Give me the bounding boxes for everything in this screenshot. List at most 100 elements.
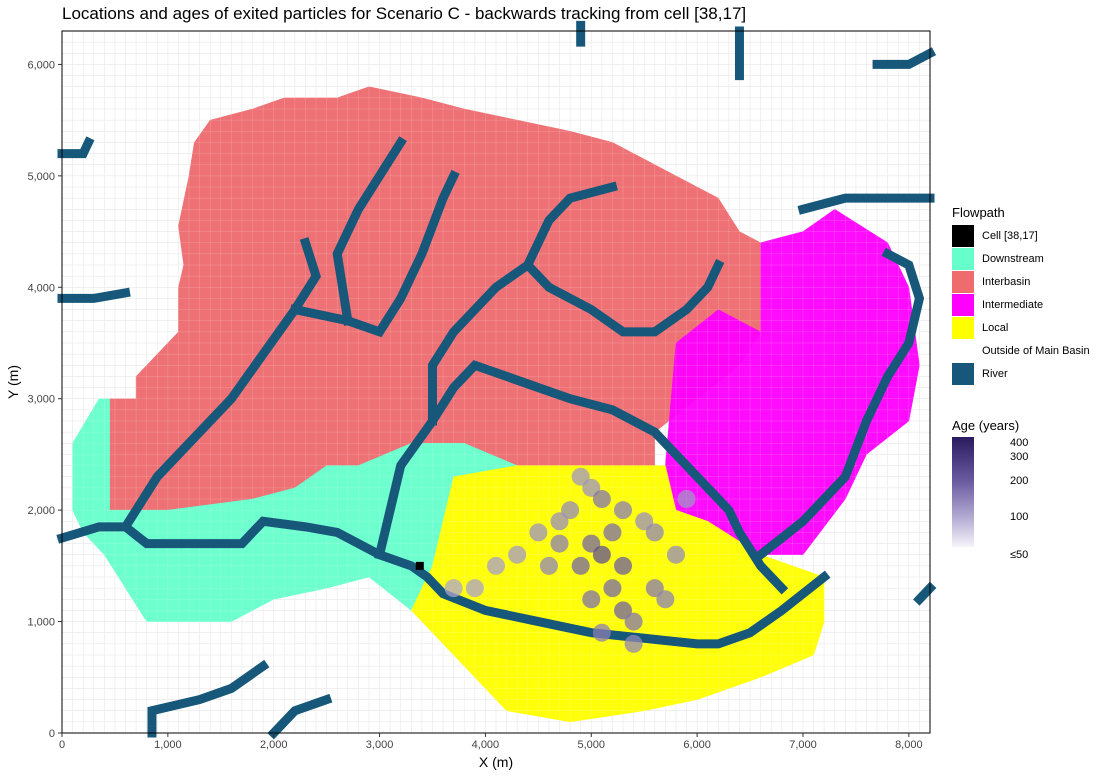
river-segment — [332, 136, 407, 326]
particle-point — [645, 523, 664, 542]
particle-point — [550, 534, 569, 553]
particle-point — [677, 490, 696, 508]
particle-point — [592, 490, 611, 508]
legend-key-swatch — [952, 362, 974, 385]
legend-entry: Downstream — [952, 247, 1090, 270]
legend-entry-label: Outside of Main Basin — [982, 344, 1090, 357]
x-tick-label: 1,000 — [154, 739, 182, 751]
particle-point — [465, 579, 484, 598]
legend-entry-label: River — [982, 367, 1008, 380]
legend-key-swatch — [952, 316, 974, 339]
age-tick-label: ≤50 — [1010, 549, 1029, 561]
river-segment — [913, 581, 937, 606]
y-axis-label: Y (m) — [5, 365, 21, 399]
particle-point — [539, 556, 558, 575]
x-tick-label: 3,000 — [366, 739, 394, 751]
legend-entry: Interbasin — [952, 270, 1090, 293]
age-colorbar — [952, 437, 974, 547]
legend-key-swatch — [952, 247, 974, 270]
particle-point — [529, 523, 548, 542]
particle-point — [635, 512, 654, 531]
river-segment — [57, 287, 131, 303]
x-tick-label: 7,000 — [789, 739, 817, 751]
legend-entry-label: Local — [982, 321, 1009, 334]
particle-points — [444, 467, 696, 653]
axes: 0 1,000 2,000 3,000 4,000 5,000 6,000 7,000 8,00… — [5, 30, 931, 770]
chart-title: Locations and ages of exited particles f… — [62, 4, 747, 23]
particle-point — [624, 634, 643, 653]
particle-point — [592, 623, 611, 642]
age-tick-label: 300 — [1010, 451, 1029, 463]
y-tick-label: 3,000 — [27, 394, 55, 406]
legend-key-swatch — [952, 224, 974, 247]
river-segment — [427, 181, 618, 426]
particle-point — [561, 501, 580, 520]
legend-key-swatch — [952, 270, 974, 293]
age-tick-label: 400 — [1010, 437, 1029, 449]
particle-point — [666, 545, 685, 564]
river-segment — [147, 659, 270, 738]
y-tick-label: 6,000 — [27, 59, 55, 71]
y-tick-label: 2,000 — [27, 505, 55, 517]
x-tick-label: 2,000 — [260, 739, 288, 751]
y-tick-label: 1,000 — [27, 617, 55, 629]
legend-entry: Intermediate — [952, 293, 1090, 316]
x-tick-label: 4,000 — [472, 739, 500, 751]
plot-border — [61, 30, 931, 734]
river-segment — [872, 47, 937, 69]
particle-point — [571, 467, 590, 486]
age-legend-title: Age (years) — [952, 418, 1020, 433]
target-cell-marker — [415, 561, 424, 570]
particle-point — [603, 523, 622, 542]
legend-entry: Cell [38,17] — [952, 224, 1090, 247]
river-segment — [56, 516, 831, 649]
particle-point — [624, 612, 643, 631]
particle-point — [582, 478, 601, 497]
legend-key-swatch — [952, 339, 974, 362]
river-segment — [754, 247, 925, 562]
river-segment — [119, 237, 321, 534]
age-tick-label: 100 — [1010, 511, 1029, 523]
legend-entry: Local — [952, 316, 1090, 339]
river-segment — [374, 360, 789, 595]
x-axis-label: X (m) — [479, 754, 513, 770]
particle-point — [582, 534, 601, 553]
age-legend: Age (years) 400 300 200 100 ≤50 — [952, 418, 1028, 561]
legend-entry-label: Intermediate — [982, 298, 1044, 311]
particle-point — [582, 590, 601, 609]
particle-point — [444, 579, 463, 598]
target-cell — [415, 561, 424, 570]
legend-entry: River — [952, 362, 1090, 385]
legend-entry-label: Downstream — [982, 252, 1044, 265]
particle-point — [614, 601, 633, 620]
flowpath-legend-title: Flowpath — [952, 205, 1005, 220]
particle-point — [614, 501, 633, 520]
river-segment — [57, 136, 95, 159]
y-tick-label: 5,000 — [27, 171, 55, 183]
river-cells — [56, 20, 937, 740]
x-tick-label: 5,000 — [578, 739, 606, 751]
x-tick-label: 6,000 — [683, 739, 711, 751]
particle-point — [603, 579, 622, 598]
river-segment — [267, 693, 333, 740]
x-tick-label: 0 — [59, 739, 65, 751]
legend-entry-label: Interbasin — [982, 275, 1031, 288]
river-segment — [521, 258, 725, 337]
legend-key-swatch — [952, 293, 974, 316]
flowpath-legend-entries: Cell [38,17] Downstream Interbasin Intermed… — [952, 224, 1090, 385]
particle-point — [571, 556, 590, 575]
particle-point — [508, 545, 527, 564]
legend-entry: Outside of Main Basin — [952, 339, 1090, 362]
y-tick-label: 4,000 — [27, 282, 55, 294]
flowpath-legend: Flowpath Cell [38,17] Downstream Interbasi… — [952, 205, 1090, 385]
river-segment — [797, 193, 935, 215]
legend-entry-label: Cell [38,17] — [982, 229, 1038, 242]
particle-point — [592, 545, 611, 564]
particle-point — [645, 579, 664, 598]
particle-point — [656, 590, 675, 609]
x-tick-label: 8,000 — [895, 739, 923, 751]
particle-point — [550, 512, 569, 531]
y-tick-label: 0 — [49, 728, 55, 740]
particle-point — [614, 556, 633, 575]
